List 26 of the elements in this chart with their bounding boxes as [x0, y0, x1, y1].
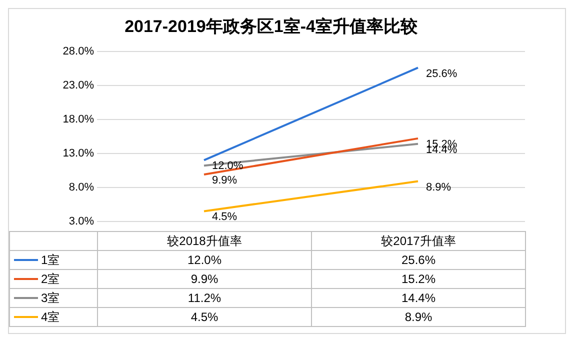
legend-label: 1室	[41, 252, 60, 266]
annotation: 8.9%	[426, 181, 452, 194]
y-tick-label: 18.0%	[62, 113, 94, 126]
annotation: 25.6%	[426, 68, 458, 80]
data-label: 12.0%	[98, 250, 312, 270]
data-label: 9.9%	[98, 270, 312, 288]
x-tick-label: 较2018升值率	[98, 232, 312, 250]
annotation: 9.9%	[212, 174, 238, 187]
chart-title: 2017-2019年政务区1室-4室升值率比较	[124, 16, 418, 36]
y-tick-label: 3.0%	[68, 215, 94, 228]
y-tick-label: 8.0%	[68, 181, 94, 194]
data-label: 11.2%	[98, 288, 312, 308]
data-label: 14.4%	[312, 288, 526, 308]
y-tick-label: 23.0%	[62, 79, 94, 92]
data-label: 4.5%	[98, 308, 312, 326]
annotation: 4.5%	[212, 211, 238, 224]
y-tick-label: 28.0%	[62, 45, 94, 58]
data-label: 15.2%	[312, 270, 526, 288]
y-tick-label: 13.0%	[62, 147, 94, 160]
legend-label: 3室	[41, 290, 60, 304]
legend-label: 4室	[41, 310, 60, 324]
x-tick-label: 较2017升值率	[312, 232, 526, 250]
annotation: 12.0%	[212, 160, 244, 172]
legend-label: 2室	[41, 272, 60, 286]
data-label: 25.6%	[312, 250, 526, 270]
data-label: 8.9%	[312, 308, 526, 326]
